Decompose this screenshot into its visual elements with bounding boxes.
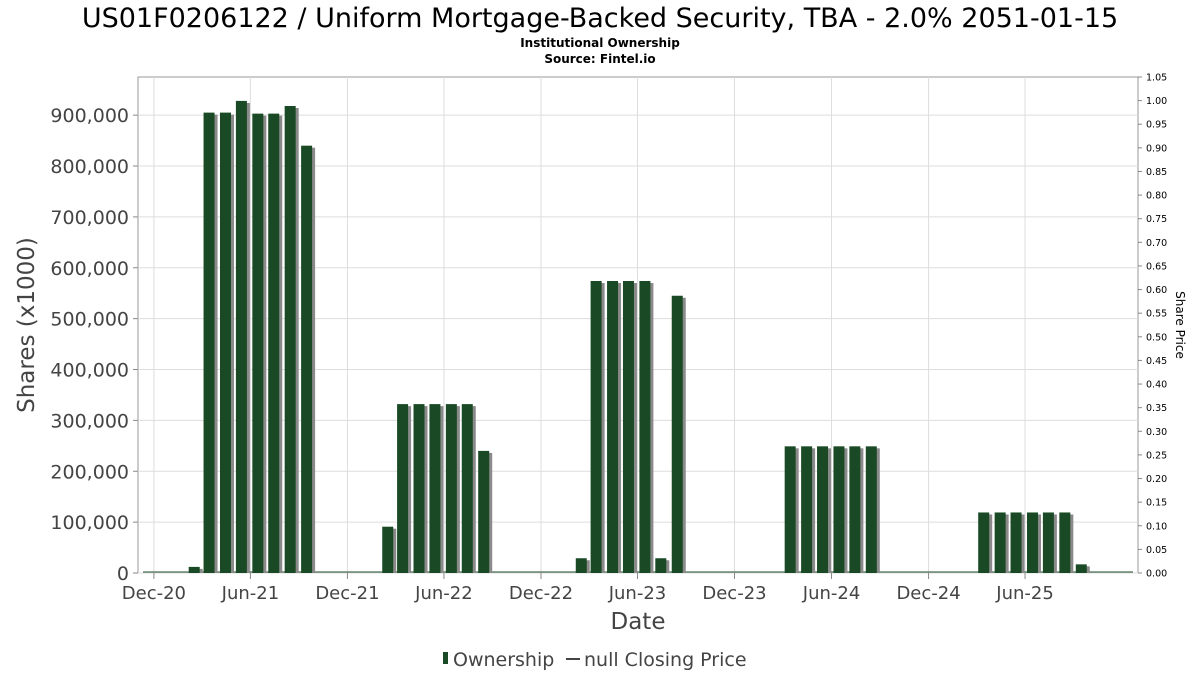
ownership-bar — [1059, 512, 1071, 573]
y-tick-label: 100,000 — [50, 512, 129, 534]
x-tick-label: Jun-22 — [414, 583, 473, 604]
y-right-tick-label: 0.35 — [1146, 403, 1167, 414]
x-axis-label: Date — [611, 609, 666, 635]
y-tick-label: 800,000 — [50, 156, 129, 178]
y-right-tick-label: 0.15 — [1146, 498, 1167, 509]
y-right-tick-label: 0.70 — [1146, 238, 1167, 249]
y-right-tick-label: 0.30 — [1146, 427, 1167, 438]
ownership-bar — [445, 404, 457, 573]
y-tick-label: 500,000 — [50, 309, 129, 331]
ownership-bar — [284, 105, 296, 574]
ownership-bar — [1026, 512, 1038, 573]
x-tick-label: Jun-25 — [995, 583, 1054, 604]
y-right-tick-label: 0.60 — [1146, 285, 1167, 296]
legend-entry-closing-price: null Closing Price — [584, 649, 747, 671]
ownership-bar — [413, 404, 425, 573]
y-tick-label: 600,000 — [50, 258, 129, 280]
y-right-tick-label: 0.40 — [1146, 380, 1167, 391]
x-tick-label: Dec-24 — [896, 583, 960, 604]
x-tick-label: Dec-20 — [122, 583, 186, 604]
ownership-bar — [994, 512, 1006, 573]
ownership-bar — [671, 295, 683, 573]
ownership-bar — [833, 446, 845, 573]
y-tick-label: 700,000 — [50, 207, 129, 229]
legend-swatch-ownership — [443, 652, 448, 664]
ownership-bar — [590, 280, 602, 573]
ownership-bar — [817, 446, 829, 573]
y-right-tick-label: 0.65 — [1146, 261, 1167, 272]
y-right-tick-label: 0.90 — [1146, 143, 1167, 154]
ownership-bar — [252, 113, 264, 574]
y-right-tick-label: 0.10 — [1146, 521, 1167, 532]
y-axis-left: 0 100,000 200,000 300,000 400,000 500,000 600,… — [50, 105, 138, 585]
y-right-tick-label: 0.05 — [1146, 545, 1167, 556]
y-right-tick-label: 0.50 — [1146, 332, 1167, 343]
ownership-bar — [429, 404, 441, 573]
y-right-tick-label: 0.20 — [1146, 474, 1167, 485]
y-tick-label: 200,000 — [50, 461, 129, 483]
ownership-bar — [784, 446, 796, 573]
ownership-bar — [203, 112, 215, 573]
y-right-tick-label: 1.05 — [1146, 73, 1167, 84]
y-tick-label: 300,000 — [50, 410, 129, 432]
y-tick-label: 400,000 — [50, 360, 129, 382]
y-right-tick-label: 0.75 — [1146, 214, 1167, 225]
ownership-bar — [478, 450, 490, 573]
ownership-bar — [622, 280, 634, 573]
y-right-tick-label: 0.85 — [1146, 167, 1167, 178]
x-tick-label: Dec-23 — [702, 583, 766, 604]
ownership-bar — [849, 446, 861, 573]
ownership-bar — [1042, 512, 1054, 573]
ownership-bar — [188, 566, 200, 573]
y-right-tick-label: 0.95 — [1146, 120, 1167, 131]
ownership-bar — [235, 100, 247, 574]
y-axis-right: 0.00 0.05 0.10 0.15 0.20 0.25 0.30 0.35 0.40 0.45… — [1138, 73, 1167, 580]
y-tick-label: 900,000 — [50, 105, 129, 127]
y-right-tick-label: 0.25 — [1146, 450, 1167, 461]
y-right-tick-label: 0.55 — [1146, 309, 1167, 320]
x-tick-label: Dec-22 — [509, 583, 573, 604]
ownership-bar — [655, 558, 667, 573]
ownership-bar — [397, 404, 409, 573]
ownership-bar — [607, 280, 619, 573]
legend: Ownership null Closing Price — [443, 649, 747, 671]
x-tick-label: Jun-21 — [221, 583, 280, 604]
ownership-bar — [865, 446, 877, 573]
y-axis-right-label: Share Price — [1173, 291, 1187, 359]
x-tick-label: Jun-23 — [608, 583, 667, 604]
chart-title: US01F0206122 / Uniform Mortgage-Backed S… — [82, 3, 1118, 34]
bar-series-ownership — [143, 100, 1133, 574]
ownership-bar — [1075, 564, 1087, 573]
x-tick-label: Dec-21 — [315, 583, 379, 604]
y-axis-label: Shares (x1000) — [14, 237, 40, 413]
legend-entry-ownership: Ownership — [453, 649, 554, 671]
chart-source: Source: Fintel.io — [544, 52, 655, 66]
ownership-bar — [639, 280, 651, 573]
y-right-tick-label: 0.00 — [1146, 569, 1167, 580]
x-axis: Dec-20 Jun-21 Dec-21 Jun-22 Dec-22 Jun-23 Dec-… — [122, 573, 1054, 604]
y-right-tick-label: 0.80 — [1146, 191, 1167, 202]
ownership-bar — [301, 145, 313, 573]
ownership-bar — [575, 558, 587, 573]
ownership-bar — [382, 526, 394, 573]
y-tick-label: 0 — [117, 563, 129, 585]
chart-subtitle: Institutional Ownership — [520, 36, 680, 50]
ownership-bar — [1010, 512, 1022, 573]
y-right-tick-label: 0.45 — [1146, 356, 1167, 367]
ownership-bar — [268, 113, 280, 574]
ownership-bar — [461, 404, 473, 573]
ownership-bar — [978, 512, 990, 573]
y-right-tick-label: 1.00 — [1146, 96, 1167, 107]
ownership-bar — [801, 446, 813, 573]
x-tick-label: Jun-24 — [802, 583, 861, 604]
ownership-bar — [219, 112, 231, 573]
